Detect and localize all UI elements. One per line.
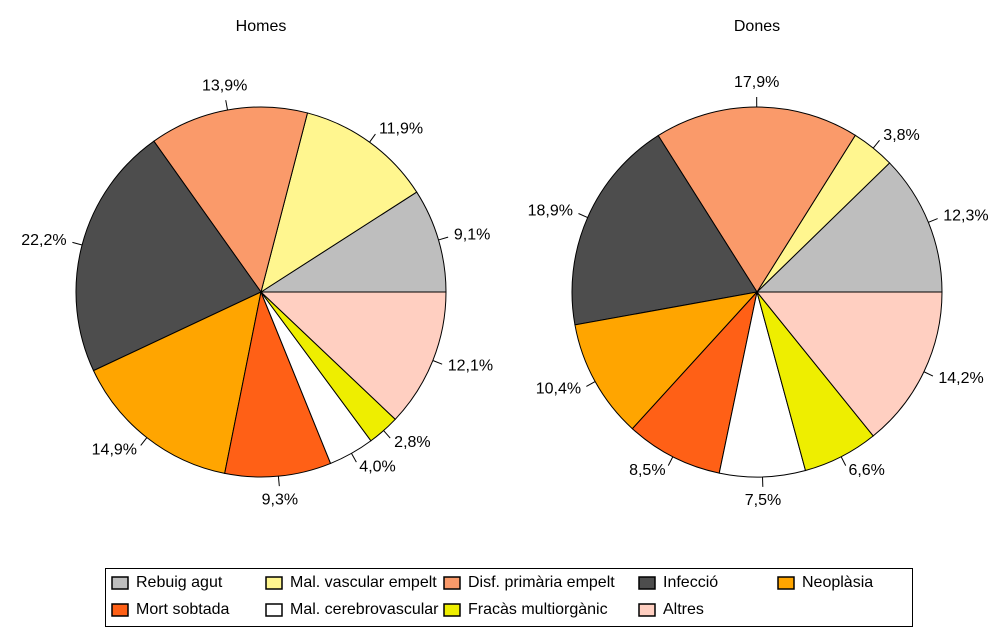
legend-label: Neoplàsia xyxy=(802,574,873,591)
leader-line xyxy=(225,100,229,111)
data-label: 12,3% xyxy=(943,208,988,225)
data-label: 4,0% xyxy=(359,459,395,476)
leader-line xyxy=(72,241,83,246)
data-label: 17,9% xyxy=(734,74,779,91)
data-label: 14,2% xyxy=(938,370,983,387)
pie-slice xyxy=(657,106,856,293)
data-label: 11,9% xyxy=(379,120,423,137)
legend-swatch xyxy=(638,576,656,590)
legend-swatch xyxy=(111,576,129,590)
data-label: 22,2% xyxy=(21,232,66,249)
legend-label: Mort sobtada xyxy=(136,601,229,618)
legend-swatch xyxy=(265,603,283,617)
data-label: 7,5% xyxy=(745,492,781,509)
leader-line xyxy=(432,360,443,365)
legend-swatch xyxy=(638,603,656,617)
data-label: 8,5% xyxy=(629,462,665,479)
data-label: 10,4% xyxy=(536,381,581,398)
pie-slice xyxy=(755,291,943,437)
data-label: 3,8% xyxy=(883,127,919,144)
leader-line xyxy=(667,456,674,466)
legend-label: Fracàs multiorgànic xyxy=(468,601,608,618)
legend-swatch xyxy=(443,576,461,590)
leader-line xyxy=(369,133,376,143)
data-label: 12,1% xyxy=(448,358,493,375)
data-label: 13,9% xyxy=(202,78,247,95)
data-label: 6,6% xyxy=(848,462,884,479)
pie-slice xyxy=(153,106,309,294)
leader-line xyxy=(923,371,934,377)
data-label: 2,8% xyxy=(394,434,430,451)
leader-line xyxy=(438,236,449,241)
legend-swatch xyxy=(443,603,461,617)
chart-title: Homes xyxy=(236,18,287,35)
leader-line xyxy=(383,430,391,439)
legend-swatch xyxy=(777,576,795,590)
legend-label: Infecció xyxy=(663,574,718,591)
legend-swatch xyxy=(111,603,129,617)
leader-line xyxy=(928,218,938,223)
pie-slice xyxy=(574,291,759,430)
legend-label: Mal. cerebrovascular xyxy=(290,601,439,618)
legend-box xyxy=(105,568,913,627)
pie-slice xyxy=(755,162,943,293)
chart-title: Dones xyxy=(734,18,780,35)
data-label: 18,9% xyxy=(528,202,573,219)
leader-line xyxy=(578,213,588,218)
data-label: 14,9% xyxy=(92,441,137,458)
legend-label: Altres xyxy=(663,601,704,618)
leader-line xyxy=(277,476,280,487)
leader-line xyxy=(840,456,847,466)
pie-slice xyxy=(259,291,447,420)
pie-slice xyxy=(260,112,418,294)
legend-label: Rebuig agut xyxy=(136,574,223,591)
leader-line xyxy=(586,381,596,387)
legend-label: Mal. vascular empelt xyxy=(290,574,437,591)
leader-line xyxy=(140,437,148,446)
legend-label: Disf. primària empelt xyxy=(468,574,615,591)
pie-slice xyxy=(631,290,758,474)
data-label: 9,3% xyxy=(262,491,298,508)
leader-line xyxy=(872,139,880,149)
legend-swatch xyxy=(265,576,283,590)
data-label: 9,1% xyxy=(454,227,490,244)
leader-line xyxy=(351,453,357,463)
